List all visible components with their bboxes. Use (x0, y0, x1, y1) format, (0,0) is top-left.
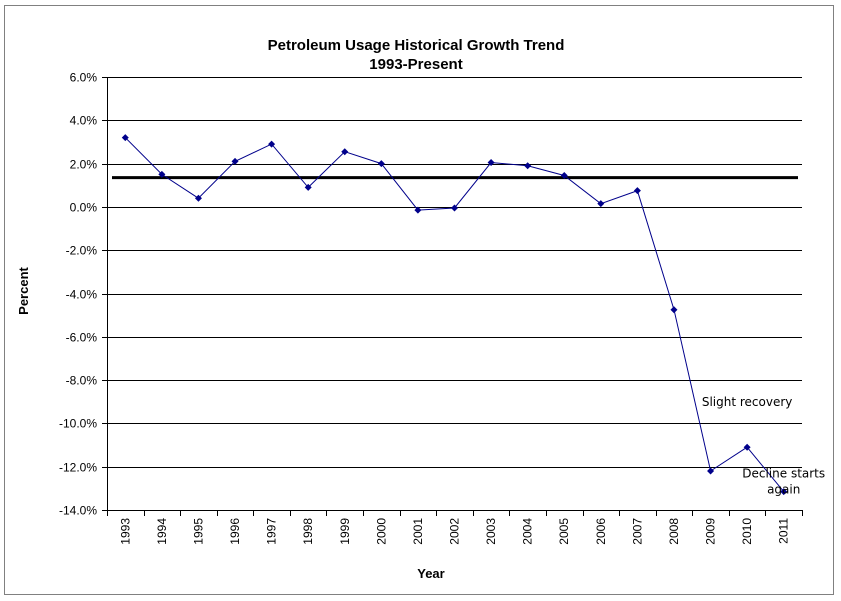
x-tick-label: 2010 (740, 518, 754, 545)
data-point (597, 200, 605, 208)
x-tick-label: 1997 (265, 518, 279, 545)
y-tick-label: -8.0% (66, 374, 98, 388)
y-tick-label: -6.0% (66, 331, 98, 345)
y-tick-label: 0.0% (70, 201, 98, 215)
series-line (124, 137, 785, 492)
data-point (158, 170, 166, 178)
data-point (524, 162, 532, 170)
x-tick-label: 2007 (630, 518, 644, 545)
annotation-text: Decline starts (742, 467, 825, 481)
y-tick-labels: 6.0% 4.0% 2.0% 0.0% -2.0% -4.0% -6.0% -8.0% -10.… (59, 71, 97, 518)
x-tick-label: 2002 (448, 518, 462, 545)
data-point (377, 160, 385, 168)
data-point (670, 306, 678, 314)
data-point (633, 187, 641, 195)
data-point (707, 467, 715, 475)
x-tick-label: 2001 (411, 518, 425, 545)
y-tick-label: -10.0% (59, 417, 97, 431)
data-point (487, 159, 495, 167)
y-tick-label: 6.0% (70, 71, 98, 85)
x-tick-label: 2004 (521, 518, 535, 545)
axes (102, 77, 803, 516)
data-point (268, 140, 276, 148)
x-tick-label: 1994 (155, 518, 169, 545)
y-tick-label: -12.0% (59, 461, 97, 475)
y-tick-label: 4.0% (70, 114, 98, 128)
x-tick-label: 2006 (594, 518, 608, 545)
x-tick-label: 2009 (704, 518, 718, 545)
x-tick-label: 2000 (374, 518, 388, 545)
x-tick-label: 2008 (667, 518, 681, 545)
data-point (780, 488, 788, 496)
x-tick-label: 1999 (338, 518, 352, 545)
annotations: Slight recovery Decline starts again (702, 395, 825, 496)
data-point (414, 206, 422, 214)
x-tick-label: 1996 (228, 518, 242, 545)
data-point (231, 157, 239, 165)
x-tick-label: 1995 (191, 518, 205, 545)
y-axis-title: Percent (16, 266, 31, 314)
x-axis-title: Year (417, 566, 444, 581)
x-tick-label: 1998 (301, 518, 315, 545)
data-point (560, 172, 568, 180)
data-point (304, 183, 312, 191)
annotation-text: again (767, 483, 800, 497)
x-tick-label: 2003 (484, 518, 498, 545)
y-tick-label: -4.0% (66, 288, 98, 302)
data-point (451, 204, 458, 212)
data-point (341, 148, 349, 156)
x-tick-label: 2011 (777, 518, 791, 544)
y-tick-label: -14.0% (59, 504, 97, 518)
data-point (194, 194, 202, 202)
chart-frame (4, 5, 834, 595)
x-tick-label: 2005 (557, 518, 571, 545)
y-tick-label: 2.0% (70, 158, 98, 172)
annotation-text: Slight recovery (702, 395, 793, 409)
y-tick-label: -2.0% (66, 244, 98, 258)
data-point (121, 134, 129, 142)
data-point (743, 443, 751, 451)
chart-title: Petroleum Usage Historical Growth Trend (268, 37, 565, 54)
x-tick-label: 1993 (118, 518, 132, 545)
x-tick-labels: 1993 1994 1995 1996 1997 1998 1999 2000 2001 2002… (118, 518, 790, 545)
series-group (121, 134, 788, 496)
chart-subtitle: 1993-Present (369, 56, 462, 73)
grid-lines (107, 77, 802, 468)
